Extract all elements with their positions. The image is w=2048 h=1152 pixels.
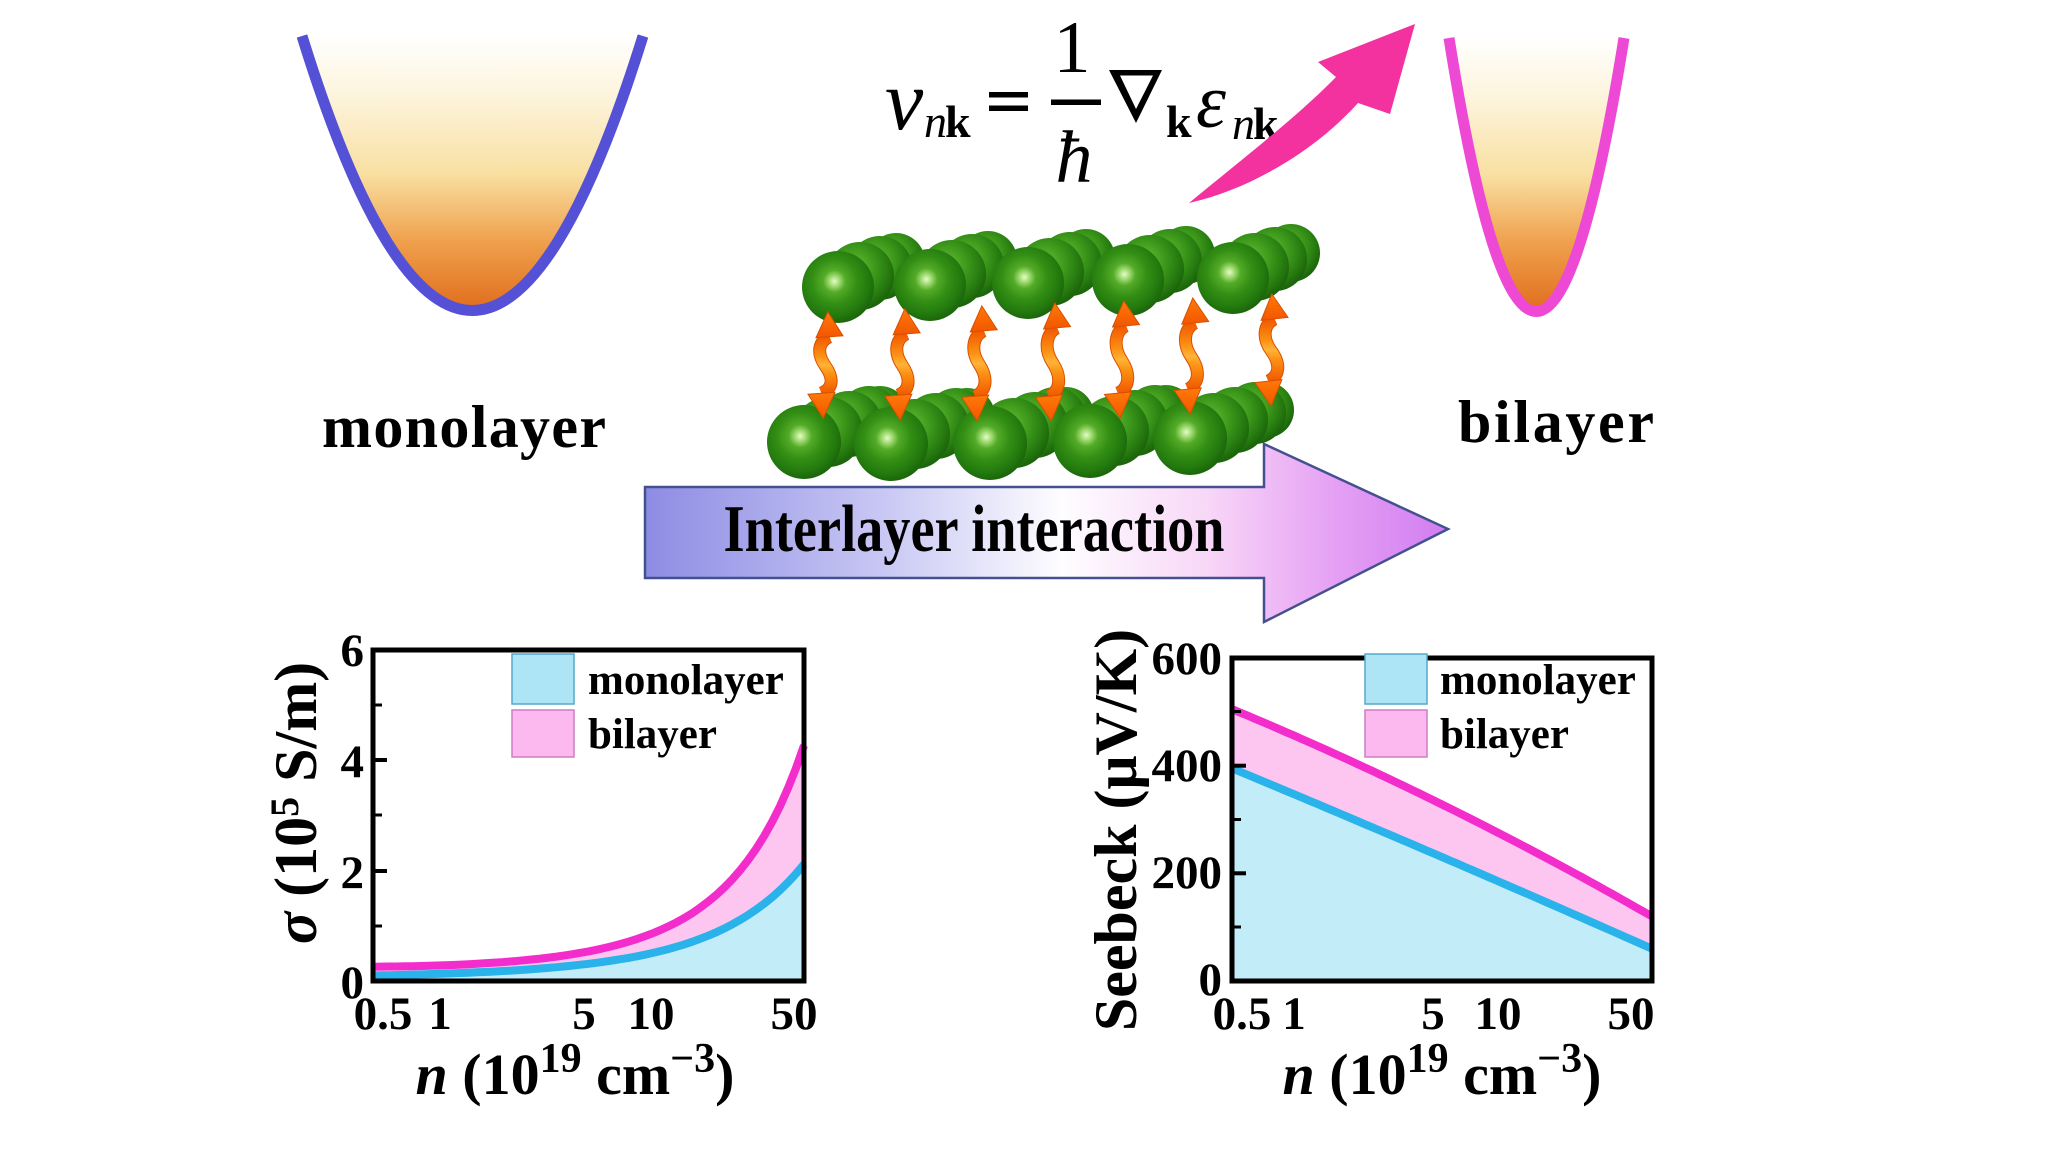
svg-text:200: 200 bbox=[1152, 847, 1223, 899]
svg-text:ε: ε bbox=[1196, 60, 1226, 144]
svg-text:k: k bbox=[945, 96, 971, 147]
svg-text:600: 600 bbox=[1152, 633, 1223, 685]
svg-text:0: 0 bbox=[1199, 954, 1223, 1006]
svg-text:n (1019 cm−3): n (1019 cm−3) bbox=[1283, 1036, 1602, 1107]
svg-text:n: n bbox=[924, 96, 947, 147]
svg-text:1: 1 bbox=[1054, 7, 1091, 89]
svg-text:0.5: 0.5 bbox=[354, 988, 413, 1040]
svg-text:0: 0 bbox=[341, 957, 365, 1009]
svg-text:σ (105 S/m): σ (105 S/m) bbox=[262, 662, 329, 944]
svg-text:k: k bbox=[1166, 96, 1192, 147]
svg-text:ħ: ħ bbox=[1056, 117, 1093, 199]
svg-text:2: 2 bbox=[341, 847, 365, 899]
svg-text:bilayer: bilayer bbox=[1440, 711, 1569, 758]
svg-text:6: 6 bbox=[341, 625, 365, 677]
svg-text:50: 50 bbox=[1608, 988, 1655, 1040]
svg-text:monolayer: monolayer bbox=[322, 394, 606, 460]
svg-text:v: v bbox=[885, 52, 924, 148]
svg-text:Seebeck (μV/K): Seebeck (μV/K) bbox=[1083, 629, 1149, 1031]
svg-text:Interlayer interaction: Interlayer interaction bbox=[724, 492, 1225, 566]
svg-text:10: 10 bbox=[1475, 988, 1522, 1040]
svg-text:n (1019 cm−3): n (1019 cm−3) bbox=[416, 1036, 735, 1107]
svg-text:5: 5 bbox=[1421, 988, 1445, 1040]
svg-text:monolayer: monolayer bbox=[588, 657, 784, 704]
svg-text:bilayer: bilayer bbox=[588, 711, 717, 758]
svg-text:0.5: 0.5 bbox=[1213, 988, 1272, 1040]
svg-text:50: 50 bbox=[771, 988, 818, 1040]
svg-text:n: n bbox=[1232, 98, 1255, 149]
svg-text:400: 400 bbox=[1152, 740, 1223, 792]
svg-text:bilayer: bilayer bbox=[1458, 389, 1654, 455]
svg-text:1: 1 bbox=[428, 988, 452, 1040]
svg-text:monolayer: monolayer bbox=[1440, 657, 1636, 704]
svg-text:5: 5 bbox=[572, 988, 596, 1040]
svg-text:10: 10 bbox=[628, 988, 675, 1040]
svg-text:4: 4 bbox=[341, 736, 365, 788]
svg-text:1: 1 bbox=[1282, 988, 1306, 1040]
